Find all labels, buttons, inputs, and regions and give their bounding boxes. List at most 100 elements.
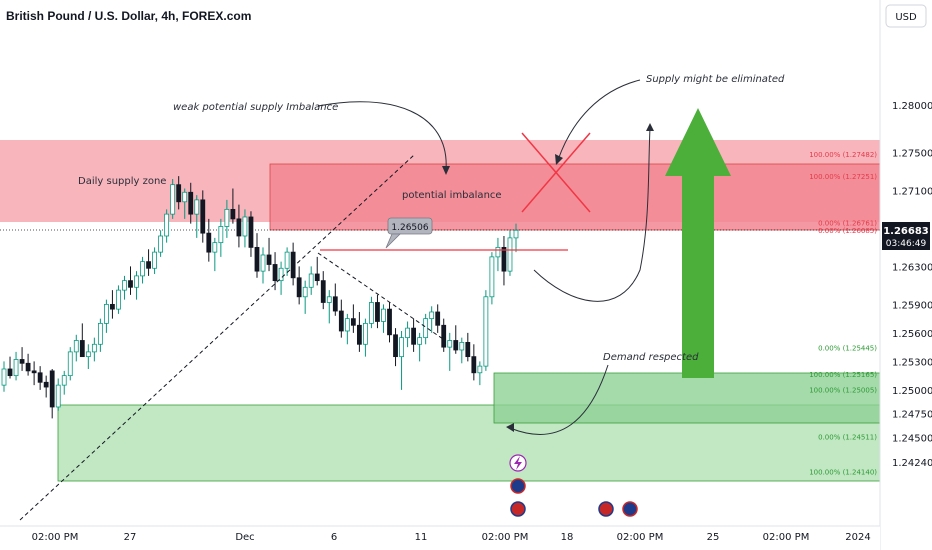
candle-body <box>134 275 139 288</box>
candle <box>110 290 115 319</box>
candle-body <box>405 327 410 339</box>
candle-body <box>85 351 91 358</box>
uk-flag-icon[interactable] <box>510 478 526 494</box>
candle <box>326 290 332 324</box>
candle-body <box>441 324 447 348</box>
candle <box>13 351 19 381</box>
candle <box>152 247 157 274</box>
candle-body <box>206 232 212 253</box>
projection-curve-arrow <box>533 127 651 302</box>
candle-body <box>254 246 260 272</box>
candle-body <box>417 337 423 345</box>
candle <box>284 247 290 276</box>
candle <box>435 304 441 333</box>
candle <box>128 266 133 295</box>
candle-body <box>7 368 13 377</box>
candle <box>356 311 362 352</box>
candle-body <box>507 237 513 272</box>
candle <box>290 242 296 286</box>
fib-level-label: 100.00% (1.24140) <box>809 469 877 477</box>
candle-body <box>332 296 338 312</box>
candle <box>441 318 447 352</box>
candle-body <box>260 254 266 272</box>
uk-flag-icon-2[interactable] <box>622 501 638 517</box>
candle-body <box>230 208 236 220</box>
event-icons[interactable] <box>509 454 638 517</box>
candle <box>146 249 151 276</box>
candle <box>513 223 519 253</box>
candle-body <box>381 308 386 322</box>
candle <box>393 328 398 367</box>
candle <box>49 368 55 419</box>
arrowhead-4 <box>506 423 514 432</box>
candle <box>158 230 164 257</box>
candle-body <box>194 199 200 215</box>
candle-body <box>146 261 151 269</box>
y-tick-label: 1.25300 <box>892 357 932 368</box>
fib-level-label: 0.00% (1.25445) <box>818 345 877 353</box>
chart-title: British Pound / U.S. Dollar, 4h, FOREX.c… <box>6 9 251 23</box>
candle-body <box>399 337 404 358</box>
candle <box>447 332 453 371</box>
candle <box>501 235 507 286</box>
candle <box>483 290 489 371</box>
candle-body <box>471 356 477 374</box>
candle <box>31 361 37 386</box>
candle-body <box>61 375 67 386</box>
y-axis-ticks: 1.28000 1.27500 1.27100 1.26300 1.25900 1.256… <box>892 101 932 469</box>
candle-body <box>272 264 278 282</box>
demand-respected-label: Demand respected <box>603 352 699 363</box>
candle <box>260 247 266 284</box>
candle-body <box>91 343 97 353</box>
candle <box>67 347 73 381</box>
candle-body <box>1 368 7 386</box>
candle <box>212 237 218 272</box>
fib-level-label: 100.00% (1.25005) <box>809 386 877 394</box>
us-flag-icon[interactable] <box>510 501 526 517</box>
demand-zone-right <box>493 372 881 424</box>
candle-body <box>31 370 37 374</box>
candle <box>230 188 236 224</box>
candle <box>224 199 230 238</box>
y-tick-label: 1.24500 <box>892 433 932 444</box>
candle-body <box>495 246 501 258</box>
supply-eliminated-curve-arrow <box>557 79 641 161</box>
x-tick-label: 02:00 PM <box>763 532 810 543</box>
candle <box>140 256 145 284</box>
candle-body <box>483 296 489 367</box>
candle <box>465 332 471 362</box>
zones-layer <box>0 140 881 482</box>
candle-body <box>308 273 314 288</box>
candle-body <box>188 191 194 215</box>
candle <box>344 313 350 345</box>
candle <box>43 375 49 398</box>
candle-body <box>320 280 326 303</box>
us-flag-icon-2[interactable] <box>598 501 614 517</box>
candle-body <box>140 261 145 277</box>
weak-imbalance-curve-arrow <box>317 101 447 171</box>
candle <box>79 323 85 358</box>
candle-body <box>200 199 206 234</box>
candle-body <box>79 340 85 358</box>
candle <box>417 332 423 362</box>
candle <box>495 237 501 272</box>
candle <box>73 334 79 362</box>
candle <box>363 318 368 357</box>
currency-label: USD <box>895 12 917 23</box>
y-tick-label: 1.28000 <box>892 101 932 112</box>
currency-button[interactable]: USD <box>885 4 927 28</box>
candle-body <box>182 191 188 203</box>
y-tick-label: 1.24750 <box>892 410 932 421</box>
supply-imbalance-zone <box>269 163 881 231</box>
bar-countdown: 03:46:49 <box>886 239 927 249</box>
x-tick-label: 6 <box>331 532 337 543</box>
x-axis-ticks: 02:00 PM 27 Dec 6 11 02:00 PM 18 02:00 PM 25 02:0… <box>32 532 871 543</box>
candle <box>308 266 314 295</box>
daily-supply-zone-label: Daily supply zone <box>78 176 166 187</box>
candle <box>122 275 127 300</box>
candle <box>242 209 248 248</box>
candle-body <box>176 184 182 203</box>
candle <box>254 233 260 278</box>
candle-body <box>152 251 157 269</box>
